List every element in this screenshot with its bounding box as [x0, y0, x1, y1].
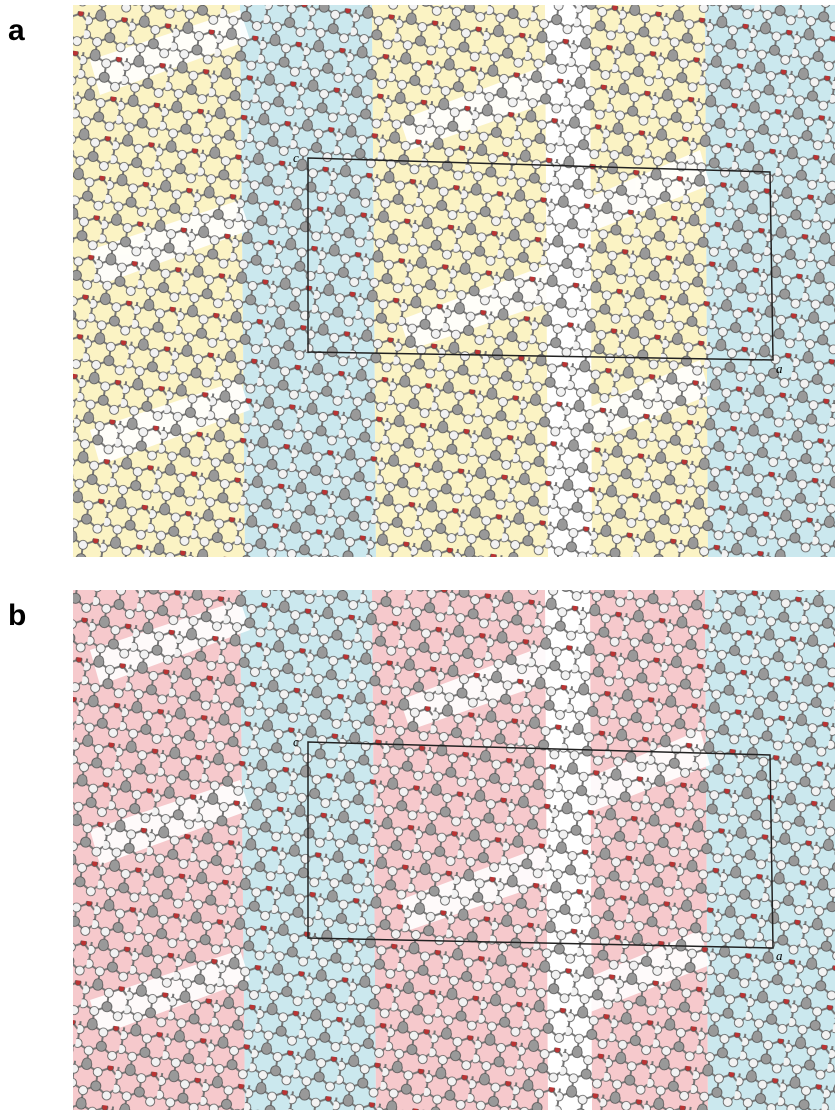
axis-label: a — [776, 361, 783, 376]
panel-b-image — [73, 590, 835, 1110]
panel-label: b — [8, 599, 26, 632]
axis-label: c — [293, 150, 299, 165]
page: a c a b c a (() => { const data = JSON.p… — [0, 0, 835, 1110]
panel-a-image — [73, 5, 835, 557]
figure: a c a b c a — [0, 0, 835, 1110]
panel-label: a — [8, 14, 25, 47]
axis-label: c — [293, 734, 299, 749]
axis-label: a — [776, 948, 783, 963]
